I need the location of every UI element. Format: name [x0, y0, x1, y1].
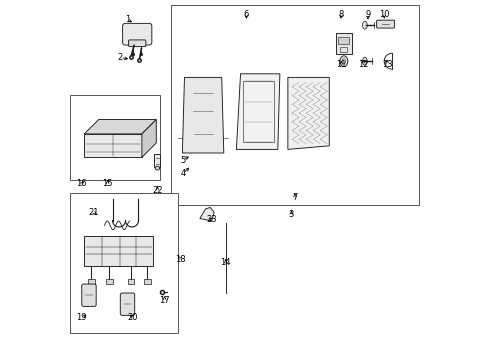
Text: 3: 3 [288, 210, 293, 219]
Bar [88, 279, 95, 284]
Text: 11: 11 [335, 60, 346, 69]
Bar [335, 33, 351, 54]
FancyBboxPatch shape [376, 20, 394, 28]
Text: 6: 6 [243, 10, 248, 19]
Bar [144, 279, 150, 284]
Bar [243, 81, 274, 142]
Text: 22: 22 [152, 186, 163, 194]
Polygon shape [142, 120, 156, 157]
Ellipse shape [362, 21, 366, 29]
Polygon shape [84, 134, 142, 157]
Text: 10: 10 [378, 10, 388, 19]
Bar [340, 46, 347, 52]
Polygon shape [84, 120, 156, 134]
Bar [106, 279, 113, 284]
Text: 21: 21 [89, 208, 99, 217]
Text: 16: 16 [76, 179, 87, 188]
Ellipse shape [362, 57, 366, 65]
Polygon shape [287, 77, 328, 149]
Text: 5: 5 [180, 156, 185, 165]
Bar [127, 279, 134, 284]
Text: 12: 12 [357, 60, 368, 69]
FancyBboxPatch shape [81, 284, 96, 306]
Text: 14: 14 [220, 258, 230, 267]
FancyBboxPatch shape [120, 293, 134, 315]
Text: 15: 15 [102, 179, 113, 188]
Text: 18: 18 [175, 255, 185, 264]
Text: 19: 19 [77, 313, 87, 322]
Ellipse shape [339, 56, 347, 67]
Polygon shape [84, 236, 152, 266]
Text: 13: 13 [382, 60, 392, 69]
Ellipse shape [155, 166, 159, 170]
Polygon shape [200, 207, 214, 221]
Text: 2: 2 [118, 53, 122, 62]
Bar [338, 37, 348, 44]
Polygon shape [182, 77, 224, 153]
Text: 9: 9 [365, 10, 370, 19]
Text: 8: 8 [338, 10, 343, 19]
Bar [70, 95, 160, 180]
FancyBboxPatch shape [128, 40, 145, 46]
Text: 23: 23 [205, 215, 216, 224]
Text: 4: 4 [180, 169, 185, 178]
Text: 1: 1 [124, 15, 130, 24]
Polygon shape [236, 74, 279, 149]
Bar [70, 193, 178, 333]
Bar [154, 154, 160, 167]
Text: 7: 7 [292, 193, 297, 202]
FancyBboxPatch shape [122, 23, 152, 45]
Text: 17: 17 [159, 296, 169, 305]
Bar [170, 5, 418, 205]
Text: 20: 20 [127, 313, 138, 322]
